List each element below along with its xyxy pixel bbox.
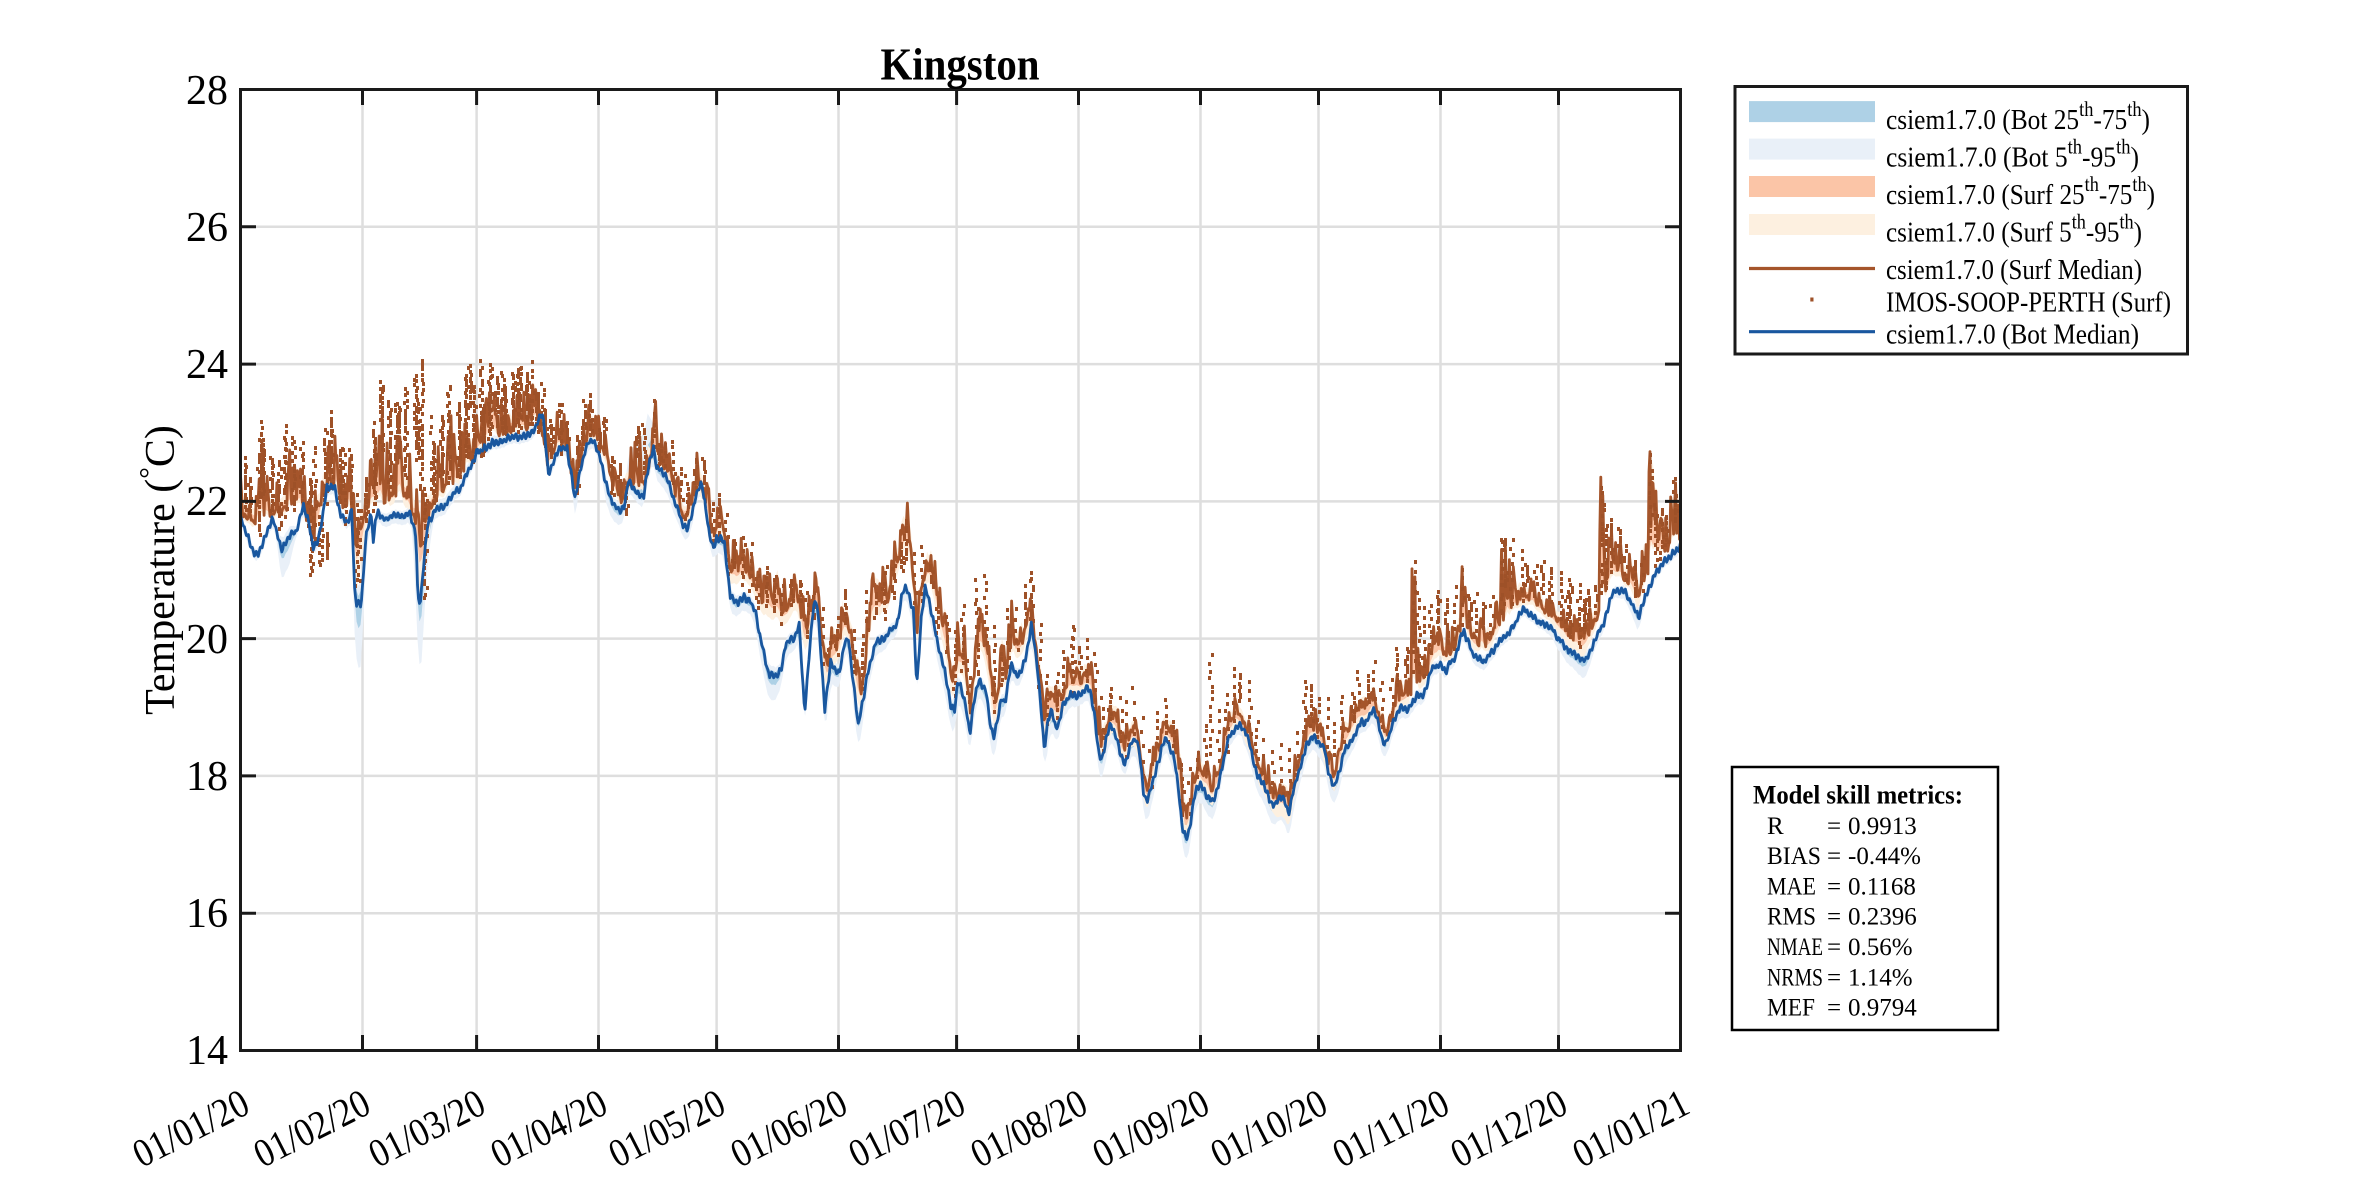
svg-text:28: 28 (186, 68, 228, 114)
svg-text:csiem1.7.0 (Bot 25th-75th): csiem1.7.0 (Bot 25th-75th) (1886, 97, 2150, 136)
svg-text:MEF: MEF (1767, 995, 1815, 1022)
svg-text:0.56%: 0.56% (1848, 934, 1913, 961)
svg-text:=: = (1827, 934, 1841, 961)
svg-text:22: 22 (186, 479, 228, 525)
svg-text:26: 26 (186, 205, 228, 251)
svg-text:24: 24 (186, 342, 228, 388)
svg-text:csiem1.7.0 (Surf 25th-75th): csiem1.7.0 (Surf 25th-75th) (1886, 172, 2155, 211)
svg-text:16: 16 (186, 891, 228, 937)
svg-text:csiem1.7.0 (Surf Median): csiem1.7.0 (Surf Median) (1886, 254, 2142, 286)
svg-text:=: = (1827, 843, 1841, 870)
svg-text:Kingston: Kingston (881, 39, 1040, 90)
svg-text:csiem1.7.0 (Bot Median): csiem1.7.0 (Bot Median) (1886, 319, 2139, 351)
svg-text:csiem1.7.0 (Surf 5th-95th): csiem1.7.0 (Surf 5th-95th) (1886, 210, 2142, 249)
svg-text:NMAE: NMAE (1767, 934, 1823, 961)
svg-text:0.9913: 0.9913 (1848, 813, 1917, 840)
svg-text:14: 14 (186, 1028, 228, 1074)
svg-text:0.2396: 0.2396 (1848, 904, 1917, 931)
svg-text:MAE: MAE (1767, 873, 1816, 900)
svg-text:R: R (1767, 813, 1784, 840)
svg-text:=: = (1827, 873, 1841, 900)
svg-text:0.1168: 0.1168 (1848, 873, 1916, 900)
svg-text:RMS: RMS (1767, 904, 1816, 931)
svg-text:Model skill metrics:: Model skill metrics: (1753, 781, 1963, 810)
svg-text:20: 20 (186, 617, 228, 663)
svg-text:BIAS: BIAS (1767, 843, 1821, 870)
svg-text:NRMS: NRMS (1767, 964, 1823, 991)
svg-text:=: = (1827, 964, 1841, 991)
svg-text:csiem1.7.0 (Bot 5th-95th): csiem1.7.0 (Bot 5th-95th) (1886, 135, 2139, 174)
svg-text:-0.44%: -0.44% (1848, 843, 1921, 870)
svg-text:18: 18 (186, 754, 228, 800)
svg-text:1.14%: 1.14% (1848, 964, 1913, 991)
svg-text:IMOS-SOOP-PERTH (Surf): IMOS-SOOP-PERTH (Surf) (1886, 287, 2171, 319)
svg-text:=: = (1827, 813, 1841, 840)
svg-text:0.9794: 0.9794 (1848, 995, 1917, 1022)
svg-text:=: = (1827, 995, 1841, 1022)
svg-text:=: = (1827, 904, 1841, 931)
